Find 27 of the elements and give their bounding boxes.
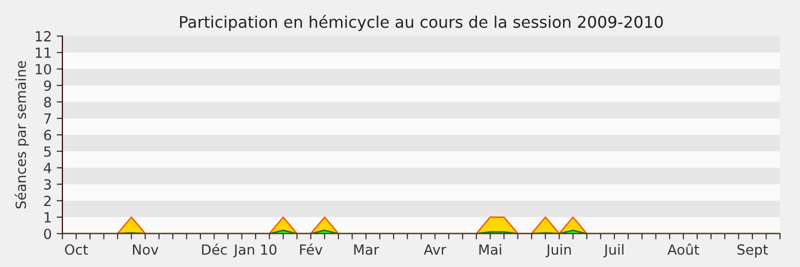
x-tick-label: Déc	[202, 243, 227, 255]
y-tick-label: 9	[44, 80, 52, 91]
y-tick-label: 3	[44, 179, 51, 190]
x-tick-label: Sept	[738, 244, 768, 258]
y-tick-label: 12	[36, 31, 51, 42]
y-tick-label: 2	[44, 196, 51, 206]
y-tick-label: 0	[44, 228, 52, 240]
y-tick-label: 5	[44, 146, 51, 157]
x-tick-label: Août	[668, 243, 700, 255]
y-tick-label: 11	[36, 48, 51, 58]
y-tick-label: 1	[44, 212, 51, 222]
x-tick-label: Juil	[603, 244, 624, 258]
x-tick-label: Nov	[133, 244, 158, 255]
x-tick-label: Avr	[424, 244, 446, 255]
y-tick-label: 10	[36, 64, 52, 74]
x-tick-label: Oct	[64, 244, 88, 255]
x-tick-label: Jan 10	[233, 244, 276, 258]
y-tick-label: 7	[44, 114, 51, 124]
y-axis-title: Séances par semaine	[14, 61, 29, 208]
y-tick-label: 8	[44, 96, 52, 108]
x-tick-label: Juin	[546, 244, 571, 258]
chart-title: Participation en hémicycle au cours de la session 2009-2010	[180, 14, 663, 32]
x-tick-label: Mar	[354, 244, 380, 255]
y-tick-label: 6	[44, 130, 52, 140]
x-tick-label: Fév	[300, 243, 322, 255]
x-tick-label: Mai	[479, 244, 502, 255]
y-tick-label: 4	[44, 162, 52, 174]
